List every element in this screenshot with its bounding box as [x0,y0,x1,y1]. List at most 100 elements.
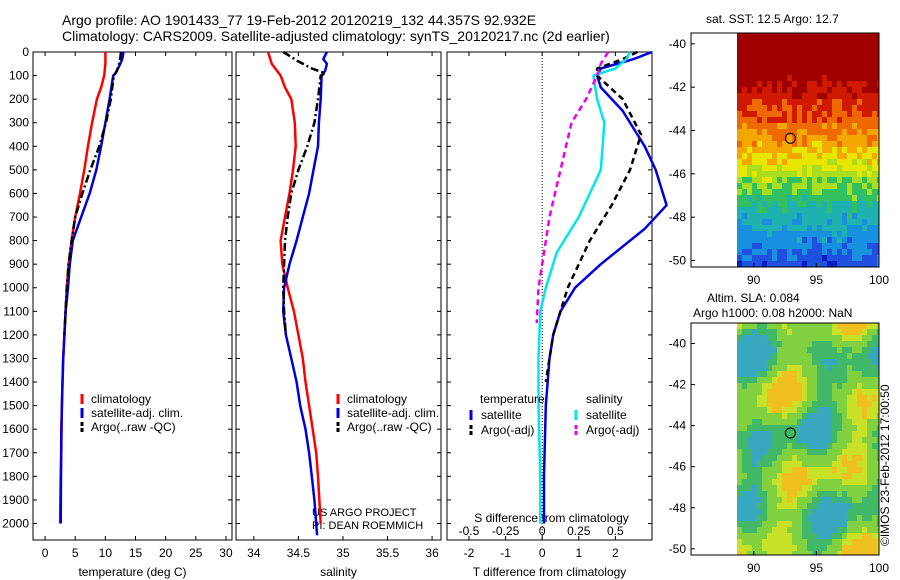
sal-xtick-label: 36 [425,546,439,560]
salinity-diff-tick-label: -0.5 [459,524,480,538]
sal-series-climatology [266,51,322,524]
sst-lon-tick-label: 95 [810,273,824,287]
depth-tick-label: 1100 [3,304,29,318]
sst-lon-tick-label: 90 [747,273,761,287]
temp-series-argo-raw-qc- [63,51,123,335]
temp-xtick-label: 30 [219,546,233,560]
temp-xtick-label: 0 [42,546,49,560]
sla-lat-tick-label: -40 [669,337,687,351]
temp-xlabel: temperature (deg C) [78,565,186,579]
depth-tick-label: 1900 [2,493,29,507]
temp-xtick-label: 25 [189,546,203,560]
figure-title-line1: Argo profile: AO 1901433_77 19-Feb-2012 … [62,12,537,28]
diff-xtick-label: 1 [575,546,582,560]
sla-lat-tick-label: -44 [669,419,687,433]
sst-lat-tick-label: -46 [669,167,687,181]
salinity-diff-axis-label: S difference from climatology [474,511,629,525]
diff-axes-frame [446,51,653,541]
project-name: US ARGO PROJECT [312,507,417,519]
depth-tick-label: 700 [9,210,29,224]
temp-xtick-label: 15 [129,546,143,560]
diff-legend-label: Argo(-adj) [481,423,534,437]
depth-tick-label: 1400 [2,375,29,389]
temp-legend-label: climatology [91,392,151,406]
diff-legend-label: Argo(-adj) [586,423,639,437]
sla-heatmap-cells [737,323,879,555]
sal-xlabel: salinity [320,565,357,579]
temp-xtick-label: 5 [72,546,79,560]
sst-lat-tick-label: -40 [669,37,687,51]
depth-tick-label: 1000 [2,281,29,295]
depth-tick-label: 1700 [2,446,29,460]
diff-legend-label: satellite [481,408,522,422]
sla-lat-tick-label: -50 [669,542,687,556]
sla-map-title-line2: Argo h1000: 0.08 h2000: NaN [693,306,853,320]
diff-xtick-label: 2 [612,546,619,560]
legend-title-salinity: salinity [586,392,623,406]
sst-map-title: sat. SST: 12.5 Argo: 12.7 [706,12,839,26]
diff-series-argo-adj--salinity [535,51,610,324]
temp-legend-label: Argo(..raw -QC) [91,420,176,434]
sst-lat-tick-label: -48 [669,210,687,224]
depth-tick-label: 1200 [2,328,29,342]
figure-title-line2: Climatology: CARS2009. Satellite-adjuste… [62,28,610,44]
depth-tick-label: 100 [9,69,29,83]
salinity-diff-tick-label: 0.5 [607,524,624,538]
sal-legend-label: satellite-adj. clim. [347,406,439,420]
sal-xtick-label: 34.5 [287,546,311,560]
sst-argo-position-marker [784,132,796,144]
depth-tick-label: 300 [9,116,29,130]
sla-lon-tick-label: 95 [810,561,824,575]
salinity-diff-tick-label: -0.25 [492,524,520,538]
sst-heatmap-cells [737,33,879,267]
sal-xtick-label: 35 [336,546,350,560]
sla-argo-position-marker [784,427,796,439]
sal-axes-frame [235,51,442,541]
depth-tick-label: 500 [9,163,29,177]
sst-lat-tick-label: -42 [669,80,687,94]
sal-series-argo-raw-qc- [281,50,327,335]
depth-tick-label: 800 [9,234,29,248]
depth-tick-label: 900 [9,257,29,271]
diff-series-argo-adj--temperature [544,50,643,383]
legend-title-temperature: temperature [480,392,545,406]
depth-tick-label: 0 [22,45,29,59]
temp-xtick-label: 20 [159,546,173,560]
sla-lat-tick-label: -48 [669,501,687,515]
depth-tick-label: 2000 [2,516,29,530]
depth-tick-label: 1500 [2,399,29,413]
depth-tick-label: 1600 [2,422,29,436]
temp-xtick-label: 10 [99,546,113,560]
sal-legend-label: Argo(..raw -QC) [347,420,432,434]
depth-tick-label: 200 [9,92,29,106]
sla-lat-tick-label: -42 [669,378,687,392]
diff-legend-label: satellite [586,408,627,422]
sst-lon-tick-label: 100 [869,273,889,287]
sal-xtick-label: 34 [247,546,261,560]
project-pi: PI: DEAN ROEMMICH [312,520,424,532]
salinity-diff-tick-label: 0.25 [567,524,591,538]
sst-lat-tick-label: -50 [669,254,687,268]
temp-legend-label: satellite-adj. clim. [91,406,183,420]
diff-xlabel: T difference from climatology [473,565,627,579]
sst-lat-tick-label: -44 [669,124,687,138]
depth-tick-label: 400 [9,139,29,153]
depth-tick-label: 600 [9,186,29,200]
depth-tick-label: 1300 [2,351,29,365]
sla-lat-tick-label: -46 [669,460,687,474]
sla-lon-tick-label: 100 [869,561,889,575]
salinity-diff-tick-label: 0 [539,524,546,538]
sla-map-frame [690,322,880,556]
sla-map-title-line1: Altim. SLA: 0.084 [707,291,800,305]
diff-xtick-label: -2 [464,546,475,560]
diff-xtick-label: -1 [500,546,511,560]
diff-series-satellite-salinity [537,51,632,524]
depth-tick-label: 1800 [2,469,29,483]
sst-map-frame [690,32,880,268]
diff-xtick-label: 0 [539,546,546,560]
sal-xtick-label: 35.5 [376,546,400,560]
sla-lon-tick-label: 90 [747,561,761,575]
temp-axes-frame [32,51,233,541]
